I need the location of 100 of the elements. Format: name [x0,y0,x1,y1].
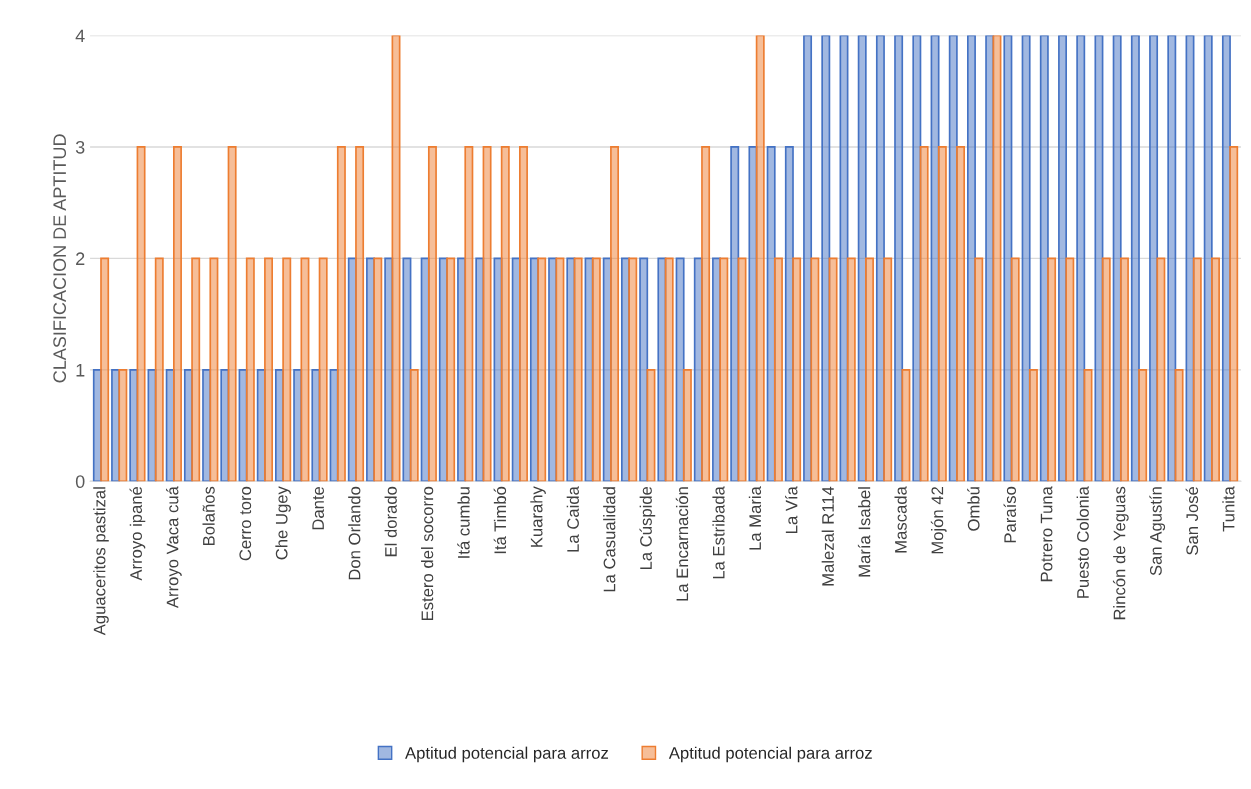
bar [402,257,412,482]
bar [591,257,601,482]
y-tick-label: 3 [75,140,85,154]
y-tick-label: 0 [75,475,85,489]
legend-label: Aptitud potencial para arroz [405,746,609,763]
bar [901,369,911,482]
x-tick-label: Aguaceritos pastizal [93,487,109,636]
x-tick-label: Ombú [967,487,980,531]
bar [318,257,328,482]
x-tick-label: Itá Timbó [493,486,507,554]
bar [191,257,201,482]
bar [792,257,802,482]
bar [409,369,419,482]
bar [336,146,346,482]
bar [136,146,146,482]
x-tick-label: La Vía [785,486,798,533]
x-tick-label: Potrero Tuna [1040,486,1053,582]
x-tick-label: San Agustín [1149,487,1166,576]
x-tick-label: Rincón de Yeguas [1112,486,1129,620]
bar [1174,369,1184,482]
bar [992,35,1002,482]
bar [519,146,528,482]
bar [573,257,583,482]
bar [821,35,831,482]
x-tick-label: Mojón 42 [930,486,947,554]
x-tick-label: Arroyo ipané [129,486,146,581]
x-tick-label: Estero del socorro [421,486,434,621]
bar [1010,257,1020,482]
bar [755,35,765,482]
bar [701,146,711,482]
bar [956,146,966,482]
bar [719,257,729,482]
x-tick-label: Dante [312,486,324,530]
bar [173,146,182,482]
x-tick-label: Puesto Colonia [1076,486,1089,598]
bar [227,146,237,482]
bar [1130,35,1140,482]
bar [373,257,383,482]
bar [300,257,310,482]
x-tick-label: Malezal R114 [821,486,834,586]
bar [355,146,365,482]
bar [1003,35,1013,482]
bar [264,257,274,482]
bar [1076,35,1086,482]
x-tick-label: Mascada [894,486,907,553]
x-tick-label: Bolaños [202,486,215,546]
bar [1119,257,1129,482]
x-tick-label: Don Orlando [348,486,361,580]
bar [682,369,692,482]
bar [1101,257,1111,482]
bar [100,257,110,482]
y-axis-title: CLASIFICACION DE APTITUD [53,134,67,383]
x-tick-label: La Encarnación [675,487,689,601]
x-tick-label: La Casualidad [603,487,616,592]
bar [154,257,164,482]
bar [894,35,904,482]
bar [810,257,820,482]
bar [610,146,620,482]
bar [974,257,984,482]
bar [1211,257,1220,482]
bar [500,146,510,482]
bar [646,369,656,482]
x-tick-label: Paraíso [1003,486,1017,543]
x-tick-label: La Caida [566,486,579,552]
x-tick-label: Cerro toro [239,486,252,561]
bar [912,35,922,482]
x-tick-label: El dorado [384,486,397,557]
bar [937,146,947,482]
bar [1028,369,1038,482]
y-tick-label: 1 [76,363,85,377]
bar [1065,257,1075,482]
bar [828,257,838,482]
x-tick-label: Arroyo Vaca cuá [165,486,182,609]
y-tick-label: 2 [76,252,85,265]
bar [1192,257,1202,482]
bar [1167,35,1177,482]
x-tick-label: La Estribada [712,486,725,579]
bar [628,257,638,482]
bar [464,146,474,482]
bar [118,369,128,482]
bar [1156,257,1166,482]
bar [919,146,929,482]
x-tick-label: María Isabel [857,487,871,577]
bar [482,146,492,482]
bar [664,257,674,482]
bar [282,257,292,482]
bar [555,257,565,482]
legend-label: Aptitud potencial para arroz [668,746,872,763]
x-tick-label: Kuarahy [530,486,546,547]
bar [883,257,893,482]
bar [446,257,456,482]
bar [773,257,783,482]
bar [1047,257,1057,482]
x-tick-label: La Cúspide [639,486,656,570]
bar [427,146,437,482]
bar [209,257,219,482]
x-tick-label: San José [1185,486,1199,555]
x-tick-label: Itá cumbu [457,487,470,558]
bar [245,257,255,482]
y-tick-label: 4 [75,29,85,43]
